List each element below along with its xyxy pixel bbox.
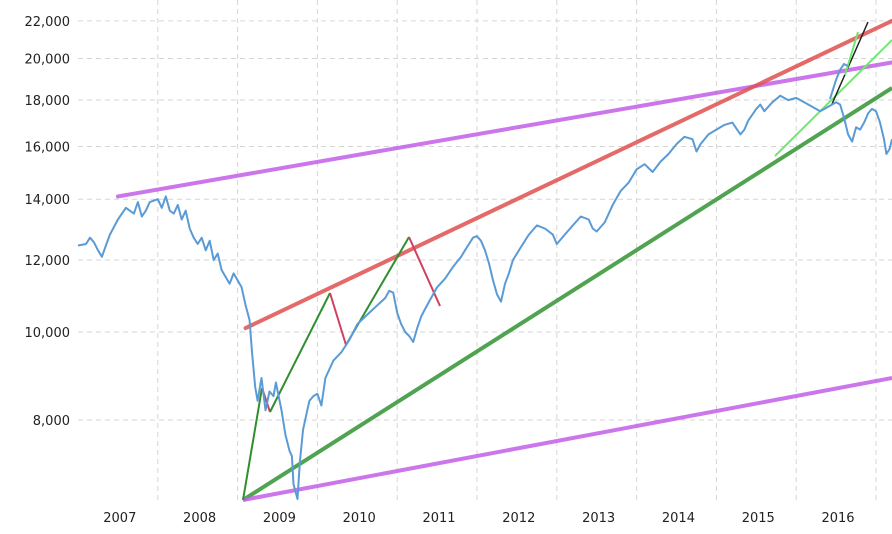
x-tick-label: 2015 [742, 511, 775, 526]
trend-line-support [241, 86, 892, 502]
y-tick-label: 12,000 [25, 254, 71, 269]
x-tick-label: 2009 [263, 511, 296, 526]
x-tick-label: 2008 [183, 511, 216, 526]
trend-line-upper_trend [243, 18, 892, 331]
x-tick-label: 2016 [821, 511, 854, 526]
trend-line-channel-lower [242, 376, 892, 502]
swing-line [329, 292, 347, 346]
x-tick-label: 2012 [502, 511, 535, 526]
x-tick-label: 2010 [343, 511, 376, 526]
price-line [77, 94, 892, 500]
y-tick-label: 22,000 [25, 15, 71, 30]
y-tick-label: 20,000 [25, 52, 71, 67]
x-tick-label: 2007 [103, 511, 136, 526]
x-tick-label: 2014 [662, 511, 695, 526]
price-series [77, 62, 892, 500]
price-line-recent [829, 62, 849, 100]
swing-line [831, 21, 869, 105]
y-axis-tick-labels: 8,000 10,000 12,000 14,000 16,000 18,000 20,00… [25, 15, 71, 429]
y-tick-label: 10,000 [25, 326, 71, 341]
x-tick-label: 2013 [582, 511, 615, 526]
y-tick-label: 16,000 [25, 141, 71, 156]
y-tick-label: 18,000 [25, 94, 71, 109]
swing-line [242, 387, 263, 501]
y-tick-label: 8,000 [33, 414, 70, 429]
swing-line [269, 292, 331, 413]
swing-line [408, 236, 441, 307]
trend-line-channel [115, 60, 892, 199]
grid [78, 0, 892, 502]
x-tick-label: 2011 [422, 511, 455, 526]
y-tick-label: 14,000 [25, 193, 71, 208]
swing-line [844, 31, 859, 76]
swing-line [774, 39, 892, 157]
x-axis-tick-labels: 2007 2008 2009 2010 2011 2012 2013 2014 2015 2016 [103, 511, 854, 526]
